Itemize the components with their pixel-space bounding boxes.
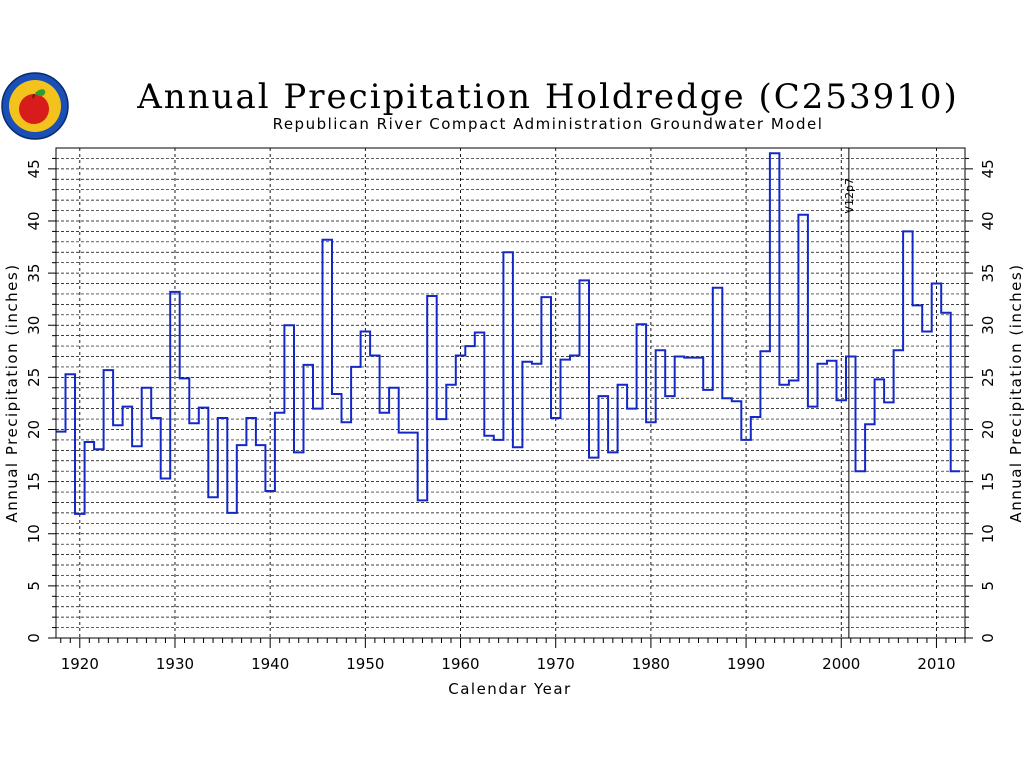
x-tick-label: 1980 <box>632 655 670 673</box>
y-tick-label-left: 5 <box>25 581 43 591</box>
annotations: V12p7 <box>843 148 856 638</box>
y-tick-label-left: 30 <box>25 316 43 335</box>
y-axis-label-left: Annual Precipitation (inches) <box>3 263 21 522</box>
logo-apple <box>19 94 49 124</box>
y-tick-label-left: 45 <box>25 159 43 178</box>
y-tick-label-right: 40 <box>979 211 997 230</box>
y-tick-label-right: 25 <box>979 368 997 387</box>
x-tick-label: 2000 <box>822 655 860 673</box>
series-line <box>56 152 961 515</box>
x-tick-label: 2010 <box>917 655 955 673</box>
x-tick-label: 1960 <box>441 655 479 673</box>
x-axis-ticks: 1920 1930 1940 1950 1960 1970 1980 1990 2000 2010 <box>60 638 966 673</box>
plot-frame <box>55 147 966 639</box>
y-tick-label-right: 45 <box>979 159 997 178</box>
x-tick-label: 1920 <box>61 655 99 673</box>
grid <box>56 148 965 638</box>
x-axis-label: Calendar Year <box>448 680 571 698</box>
logo-leaf-icon <box>35 89 46 97</box>
y-tick-label-right: 15 <box>979 472 997 491</box>
logo <box>1 72 69 140</box>
y-axis-label-right: Annual Precipitation (inches) <box>1007 263 1024 522</box>
y-tick-label-left: 0 <box>25 633 43 643</box>
y-tick-label-left: 15 <box>25 472 43 491</box>
y-tick-label-right: 20 <box>979 420 997 439</box>
y-axis-ticks: 0 0 5 5 10 10 15 15 20 20 25 25 30 30 35 35 40 40 45 45 <box>25 157 997 643</box>
y-tick-label-left: 20 <box>25 420 43 439</box>
x-tick-label: 1940 <box>251 655 289 673</box>
logo-stem <box>32 93 35 99</box>
x-tick-label: 1950 <box>346 655 384 673</box>
y-tick-label-left: 35 <box>25 264 43 283</box>
chart-subtitle: Republican River Compact Administration … <box>273 115 824 133</box>
y-tick-label-right: 35 <box>979 264 997 283</box>
y-tick-label-right: 0 <box>979 633 997 643</box>
annotation-label: V12p7 <box>843 178 856 214</box>
y-tick-label-right: 10 <box>979 524 997 543</box>
x-tick-label: 1990 <box>727 655 765 673</box>
y-tick-label-left: 25 <box>25 368 43 387</box>
y-tick-label-right: 30 <box>979 316 997 335</box>
x-tick-label: 1930 <box>156 655 194 673</box>
chart-title: Annual Precipitation Holdredge (C253910) <box>136 77 959 117</box>
y-tick-label-right: 5 <box>979 581 997 591</box>
y-tick-label-left: 10 <box>25 524 43 543</box>
y-tick-label-left: 40 <box>25 211 43 230</box>
x-tick-label: 1970 <box>537 655 575 673</box>
